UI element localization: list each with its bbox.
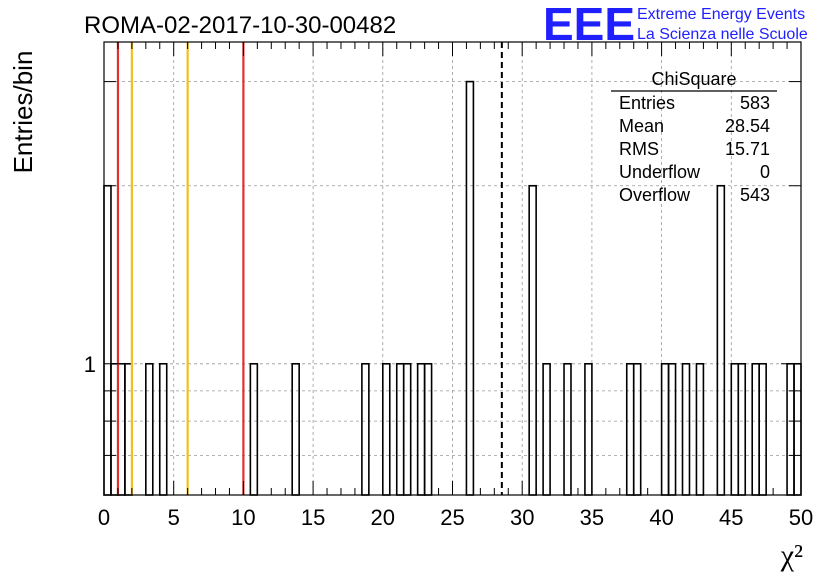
stats-title: ChiSquare (651, 69, 736, 89)
x-tick-label: 15 (301, 505, 325, 530)
x-tick-label: 5 (168, 505, 180, 530)
histogram-bin (751, 362, 760, 496)
stats-row-label: Mean (619, 116, 664, 136)
histogram-bin (402, 362, 412, 496)
x-tick-label: 35 (580, 505, 604, 530)
histogram-bin (730, 362, 740, 496)
stats-row-value: 28.54 (725, 116, 770, 136)
stats-row-value: 15.71 (725, 139, 770, 159)
histogram-bin (632, 362, 642, 496)
stats-row-label: Entries (619, 93, 675, 113)
histogram-bin (249, 362, 259, 496)
histogram-bin (145, 362, 154, 496)
x-tick-label: 0 (98, 505, 110, 530)
histogram-bin (625, 362, 635, 496)
stats-row-label: RMS (619, 139, 659, 159)
run-title: ROMA-02-2017-10-30-00482 (84, 12, 396, 39)
x-tick-label: 10 (231, 505, 255, 530)
logo-line-2: La Scienza nelle Scuole (637, 26, 808, 43)
histogram-bin (667, 362, 677, 496)
histogram-bin (681, 362, 691, 496)
histogram-bin (563, 362, 572, 496)
histogram-bin (758, 362, 767, 496)
stats-row-value: 0 (760, 162, 770, 182)
histogram-bin (158, 362, 168, 496)
x-tick-label: 30 (510, 505, 534, 530)
histogram-bin (695, 362, 705, 496)
histogram-bin (584, 362, 593, 496)
histogram-bin (381, 362, 391, 496)
histogram-bin (793, 362, 802, 496)
stats-box: ChiSquare Entries 583 Mean 28.54 RMS 15.71 Und… (611, 69, 777, 205)
histogram-bin (465, 80, 475, 496)
x-tick-label: 45 (719, 505, 743, 530)
x-tick-label: 40 (649, 505, 673, 530)
stats-rows: Entries 583 Mean 28.54 RMS 15.71 Underflow 0 Ove… (619, 93, 770, 205)
histogram-bin (103, 184, 112, 496)
histogram-bin (737, 362, 747, 496)
histogram-bin (542, 362, 551, 496)
x-axis-ticks: 0 5 10 15 20 25 30 35 40 45 50 (98, 42, 813, 530)
stats-row-value: 583 (740, 93, 770, 113)
histogram-bin (416, 362, 426, 496)
histogram-bin (660, 362, 670, 496)
histogram-bin (291, 362, 300, 496)
histogram-bin (361, 362, 370, 496)
histogram-bin (423, 362, 433, 496)
marker-lines (116, 42, 503, 495)
stats-row-label: Underflow (619, 162, 701, 182)
histogram-bin (716, 184, 726, 496)
histogram-bin (786, 362, 795, 496)
histogram-bin (528, 184, 537, 496)
y-axis-ticks: 1 (84, 81, 801, 496)
histogram-bin (395, 362, 405, 496)
x-tick-label: 20 (371, 505, 395, 530)
logo-line-1: Extreme Energy Events (637, 6, 805, 23)
stats-row-label: Overflow (619, 185, 691, 205)
x-tick-label: 25 (440, 505, 464, 530)
y-tick-label: 1 (84, 352, 96, 377)
x-axis-label: χ² (780, 539, 803, 572)
y-axis-label: Entries/bin (8, 51, 38, 174)
stats-row-value: 543 (740, 185, 770, 205)
x-tick-label: 50 (789, 505, 813, 530)
